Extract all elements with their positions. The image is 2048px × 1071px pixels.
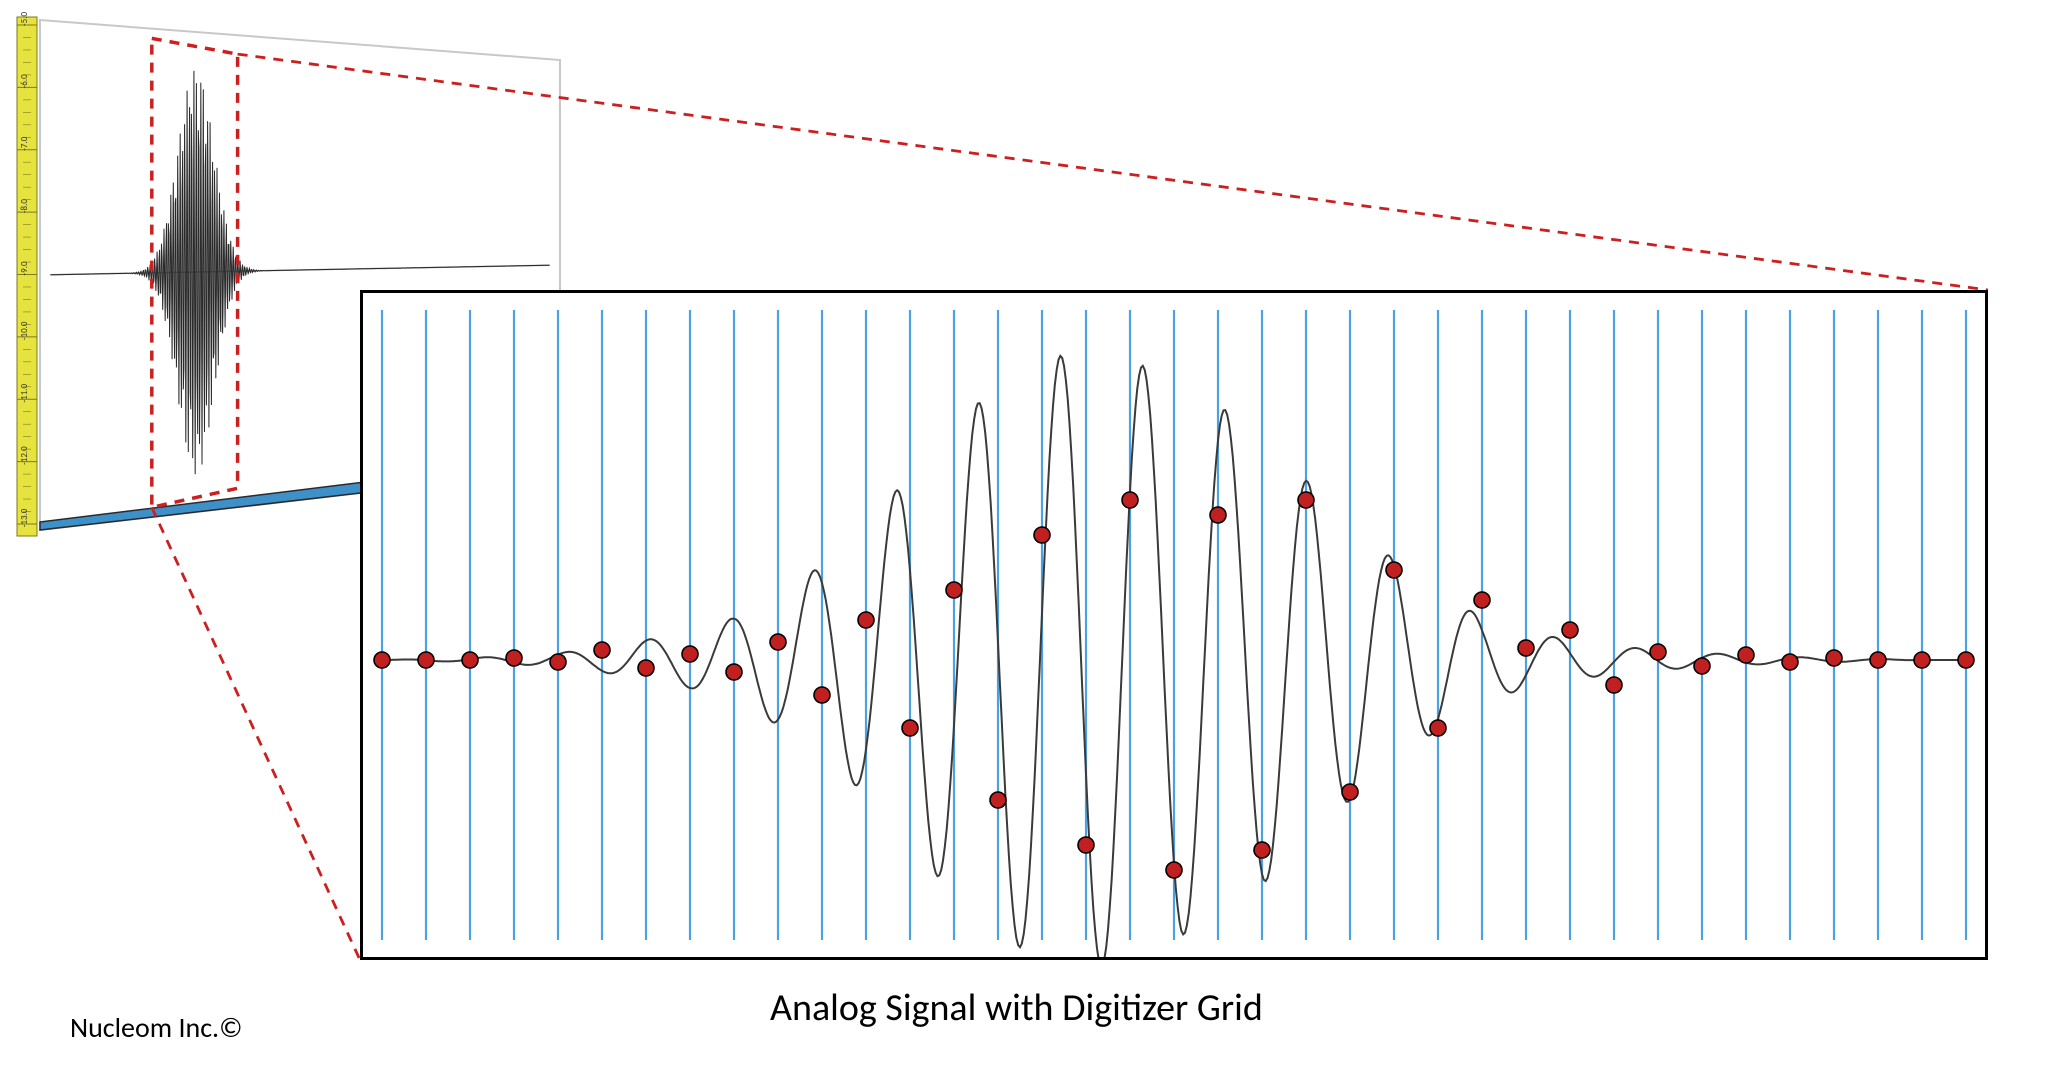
sample-marker [1606,677,1622,693]
sample-marker [1122,492,1138,508]
sample-marker [946,582,962,598]
sample-marker [418,652,434,668]
sample-marker [1958,652,1974,668]
detail-caption: Analog Signal with Digitizer Grid [770,985,1263,1031]
sample-marker [858,612,874,628]
sample-marker [550,654,566,670]
sample-marker [814,687,830,703]
sample-marker [1562,622,1578,638]
sample-marker [1518,640,1534,656]
sample-marker [506,650,522,666]
sample-marker [682,646,698,662]
sample-marker [594,642,610,658]
sample-marker [374,652,390,668]
sample-marker [1694,658,1710,674]
detail-panel [360,290,1988,960]
sample-marker [462,652,478,668]
figure-stage: -5.0-6.0-7.0-8.0-9.0-10.0-11.0-12.0-13.0… [0,0,2048,1071]
sample-marker [1254,842,1270,858]
sample-marker [1342,784,1358,800]
sample-marker [1826,650,1842,666]
sample-marker [1474,592,1490,608]
sample-marker [1210,507,1226,523]
sample-marker [1738,647,1754,663]
sample-marker [1078,837,1094,853]
sample-marker [1782,654,1798,670]
sample-marker [726,664,742,680]
sample-marker [1034,527,1050,543]
sample-marker [1430,720,1446,736]
sample-marker [990,792,1006,808]
sample-marker [638,660,654,676]
sample-marker [1870,652,1886,668]
sample-marker [770,634,786,650]
sample-marker [1914,652,1930,668]
sample-marker [1166,862,1182,878]
copyright-text: Nucleom Inc.© [70,1010,242,1045]
sample-marker [1650,644,1666,660]
sample-marker [1386,562,1402,578]
sample-marker [902,720,918,736]
sample-marker [1298,492,1314,508]
